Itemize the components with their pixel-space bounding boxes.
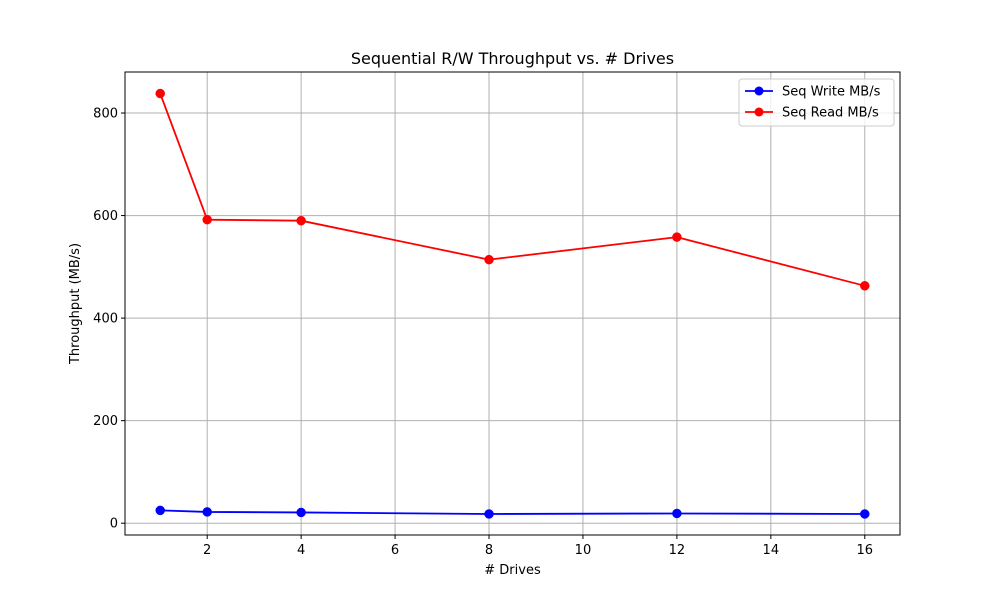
legend-marker — [754, 86, 764, 96]
series-line — [160, 509, 865, 515]
x-axis-label: # Drives — [484, 563, 541, 578]
legend-marker — [754, 107, 764, 117]
data-point — [672, 232, 682, 242]
series-1 — [155, 505, 870, 519]
data-point — [672, 508, 682, 519]
legend-item: Seq Write MB/s — [745, 85, 881, 100]
x-tick-label: 12 — [669, 543, 686, 558]
series-2 — [155, 88, 870, 291]
data-point — [296, 507, 306, 518]
plot-frame — [124, 71, 901, 536]
chart-title: Sequential R/W Throughput vs. # Drives — [351, 49, 674, 68]
data-point — [296, 215, 306, 226]
series-lines — [155, 88, 870, 519]
x-tick-label: 2 — [203, 543, 211, 558]
grid — [125, 72, 900, 535]
y-tick-label: 600 — [93, 209, 118, 224]
data-point — [155, 88, 165, 99]
legend-label: Seq Read MB/s — [782, 106, 879, 121]
y-tick-label: 0 — [110, 517, 118, 532]
data-point — [860, 509, 870, 519]
series-line — [159, 93, 865, 287]
data-point — [202, 507, 212, 517]
data-point — [202, 214, 212, 225]
y-tick-label: 800 — [93, 107, 118, 122]
y-axis-label: Throughput (MB/s) — [68, 243, 83, 365]
y-tick-label: 200 — [93, 414, 118, 429]
data-point — [860, 281, 870, 291]
legend-box — [738, 78, 895, 127]
legend-label: Seq Write MB/s — [782, 85, 881, 100]
data-point — [155, 505, 165, 516]
x-tick-label: 8 — [485, 543, 493, 558]
axis-ticks: 2 4 6 8 10 12 14 16 0 200 400 600 800 — [93, 107, 873, 558]
x-tick-label: 10 — [575, 543, 592, 558]
x-tick-label: 4 — [297, 543, 305, 558]
y-tick-label: 400 — [93, 312, 118, 327]
data-point — [484, 509, 494, 519]
legend: Seq Write MB/s Seq Read MB/s — [738, 78, 895, 127]
legend-item: Seq Read MB/s — [745, 106, 879, 121]
x-tick-label: 16 — [856, 543, 873, 558]
data-point — [484, 254, 494, 265]
x-tick-label: 14 — [763, 543, 780, 558]
x-tick-label: 6 — [391, 543, 399, 558]
